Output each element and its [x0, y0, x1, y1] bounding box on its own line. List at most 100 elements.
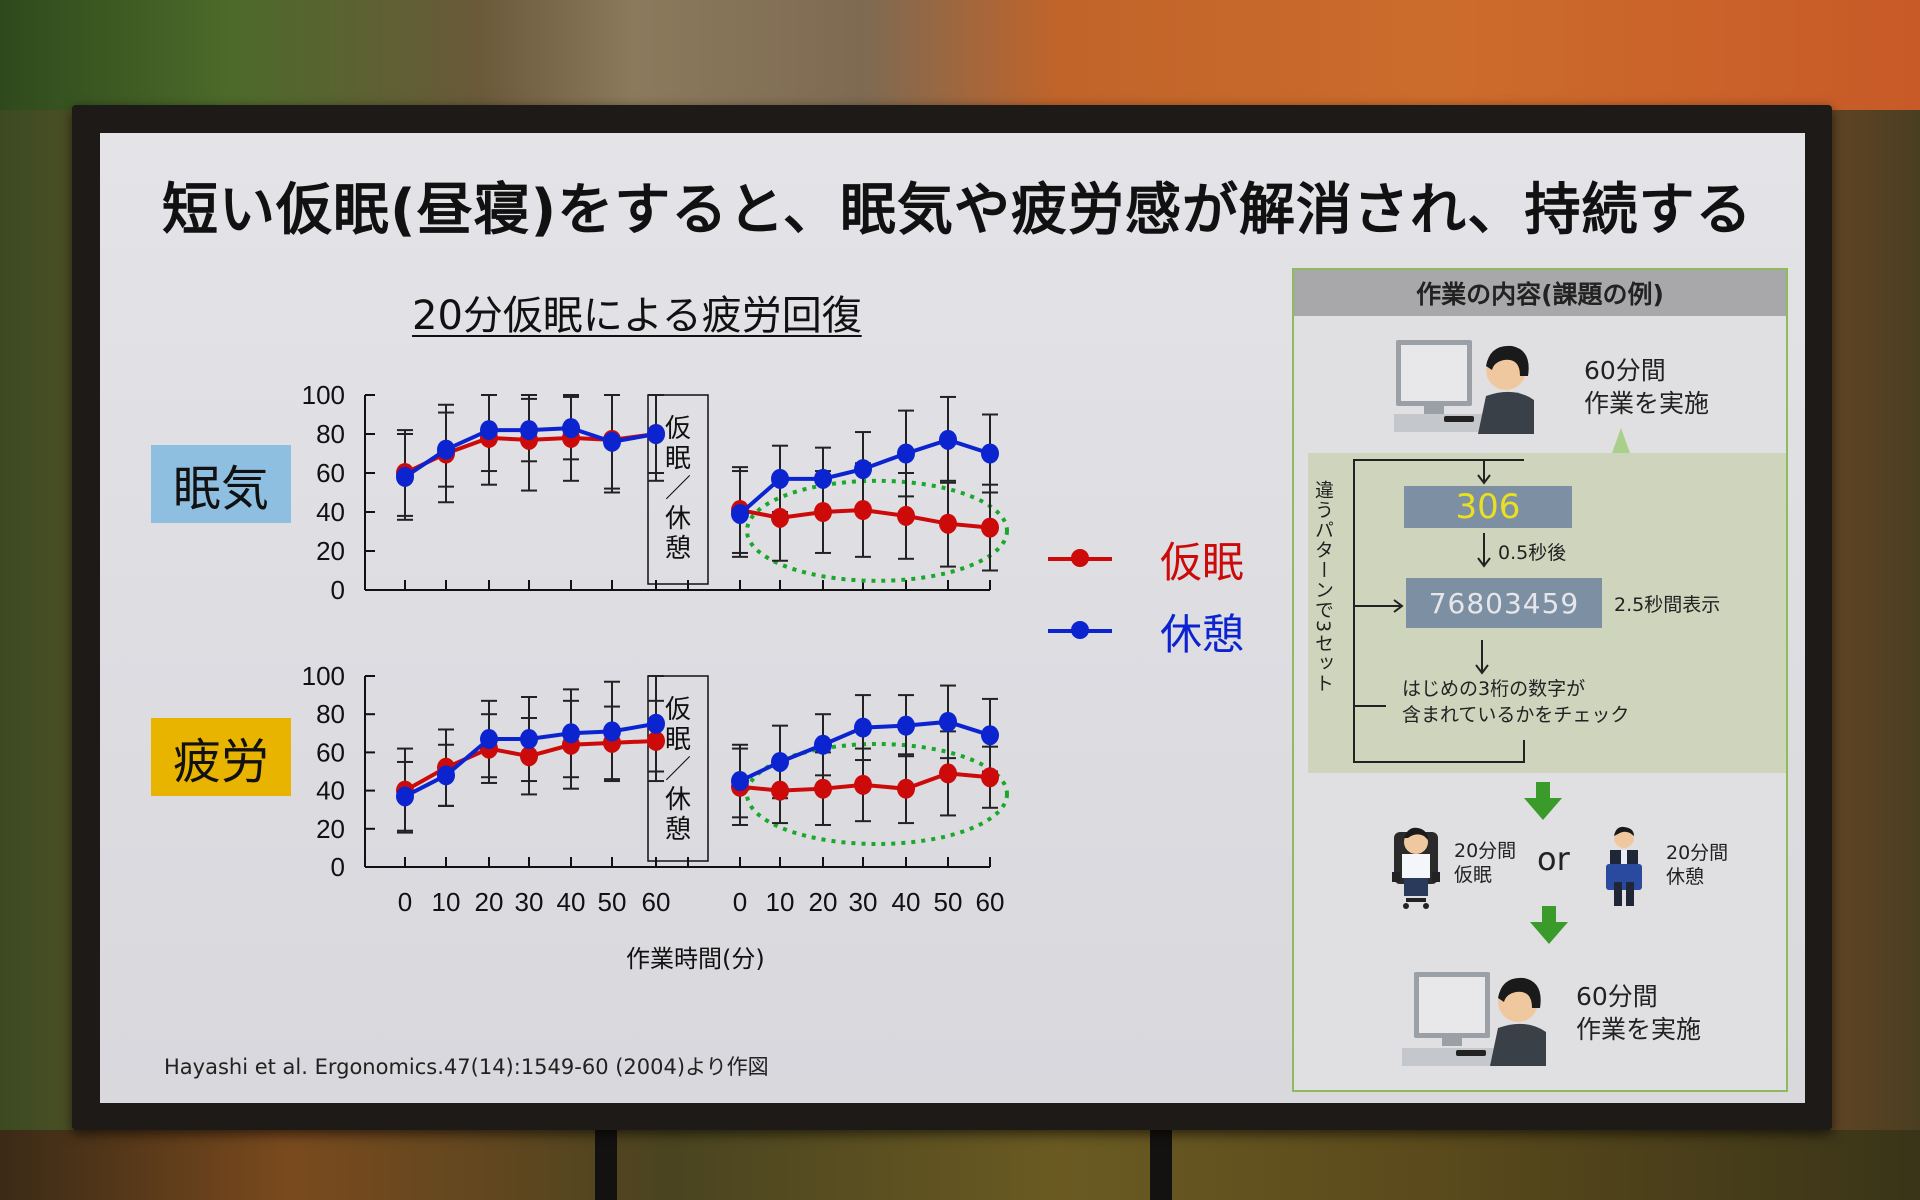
background-wall-bottom	[0, 1130, 1920, 1200]
data-point	[437, 439, 455, 460]
data-point	[396, 786, 414, 807]
slide-title: 短い仮眠(昼寝)をすると、眠気や疲労感が解消され、持続する	[162, 178, 1753, 243]
data-point	[771, 468, 789, 489]
monitor-stand-leg	[595, 1128, 617, 1200]
data-point	[981, 725, 999, 746]
svg-text:0: 0	[733, 887, 747, 917]
data-point	[939, 429, 957, 450]
data-point	[520, 729, 538, 750]
legend-item-rest: 休憩	[1048, 595, 1244, 667]
data-point	[603, 721, 621, 742]
svg-text:10: 10	[432, 887, 461, 917]
svg-text:40: 40	[316, 497, 345, 527]
svg-text:20: 20	[316, 536, 345, 566]
svg-text:40: 40	[557, 887, 586, 917]
svg-text:60: 60	[976, 887, 1005, 917]
data-point	[897, 443, 915, 464]
svg-text:／: ／	[665, 474, 691, 504]
svg-text:80: 80	[316, 699, 345, 729]
data-point	[603, 431, 621, 452]
computer-worker-icon	[1402, 972, 1546, 1066]
data-point	[520, 746, 538, 767]
svg-text:50: 50	[598, 887, 627, 917]
svg-text:60: 60	[316, 458, 345, 488]
data-point	[939, 513, 957, 534]
green-down-arrow-icon	[1524, 782, 1562, 820]
chart-sleepiness: 0 20 40 60 80 100 仮眠／休憩	[302, 380, 1009, 605]
data-point	[939, 763, 957, 784]
display-number: 76803459	[1428, 586, 1580, 620]
panel-header: 作業の内容(課題の例)	[1294, 270, 1786, 316]
svg-text:仮: 仮	[665, 695, 691, 725]
data-point	[897, 778, 915, 799]
svg-text:30: 30	[515, 887, 544, 917]
svg-text:眠: 眠	[665, 725, 691, 755]
resting-person-icon	[1606, 826, 1642, 906]
target-number: 306	[1455, 487, 1521, 527]
napping-person-icon	[1392, 827, 1440, 909]
data-point	[897, 715, 915, 736]
svg-text:50: 50	[934, 887, 963, 917]
data-point	[480, 420, 498, 441]
data-point	[437, 765, 455, 786]
data-point	[897, 505, 915, 526]
data-point	[562, 418, 580, 439]
delay-label: 0.5秒後	[1498, 542, 1567, 564]
data-point	[981, 443, 999, 464]
svg-text:憩: 憩	[665, 534, 691, 564]
data-point	[814, 502, 832, 522]
legend-marker-rest	[1048, 621, 1112, 639]
svg-text:20: 20	[316, 814, 345, 844]
svg-text:仮: 仮	[665, 414, 691, 444]
computer-worker-icon	[1394, 340, 1534, 434]
svg-text:40: 40	[892, 887, 921, 917]
data-point	[731, 771, 749, 792]
loop-arrows	[1353, 459, 1525, 763]
svg-text:／: ／	[665, 755, 691, 785]
svg-text:20: 20	[475, 887, 504, 917]
data-point	[814, 734, 832, 755]
display-number-box: 76803459	[1406, 578, 1602, 628]
option-nap-line1: 20分間	[1454, 840, 1517, 862]
svg-text:60: 60	[642, 887, 671, 917]
legend-label-nap: 仮眠	[1160, 537, 1245, 587]
data-point	[480, 729, 498, 750]
data-point	[854, 717, 872, 738]
step3-line2: 作業を実施	[1576, 1015, 1702, 1044]
check-text-line2: 含まれているかをチェック	[1402, 704, 1630, 726]
speech-pointer	[1612, 428, 1630, 453]
legend-item-nap: 仮眠	[1048, 523, 1244, 595]
loop-label: 違うパターンで3セット	[1312, 480, 1334, 694]
background-wall-top	[0, 0, 1920, 110]
data-point	[939, 711, 957, 732]
green-down-arrow-icon	[1530, 906, 1568, 944]
display-duration-label: 2.5秒間表示	[1614, 594, 1721, 616]
step1-line1: 60分間	[1584, 356, 1666, 385]
chart-legend: 仮眠 休憩	[1048, 523, 1244, 667]
svg-text:100: 100	[302, 380, 345, 410]
x-axis-label: 作業時間(分)	[626, 945, 765, 973]
chart-fatigue: 0 20 40 60 80 100 仮眠／休憩 0 10 20 30 40 50 60 0 10 20 30 40 5…	[302, 661, 1009, 917]
task-description-panel: 作業の内容(課題の例) 60分間 作業を実施	[1292, 268, 1788, 1092]
data-point	[647, 424, 665, 444]
data-point	[854, 774, 872, 795]
data-point	[771, 507, 789, 528]
svg-text:10: 10	[766, 887, 795, 917]
data-point	[814, 468, 832, 489]
data-point	[854, 459, 872, 480]
citation: Hayashi et al. Ergonomics.47(14):1549-60…	[164, 1055, 769, 1079]
svg-text:40: 40	[316, 776, 345, 806]
svg-text:100: 100	[302, 661, 345, 691]
data-point	[771, 780, 789, 801]
option-rest-line2: 休憩	[1666, 866, 1705, 888]
data-point	[771, 751, 789, 772]
svg-text:30: 30	[849, 887, 878, 917]
or-label: or	[1537, 840, 1570, 878]
data-point	[731, 503, 749, 524]
svg-text:0: 0	[331, 575, 345, 605]
step3-line1: 60分間	[1576, 982, 1658, 1011]
row-label-fatigue: 疲労	[151, 718, 291, 796]
svg-text:憩: 憩	[665, 815, 691, 845]
monitor-stand-leg	[1150, 1128, 1172, 1200]
